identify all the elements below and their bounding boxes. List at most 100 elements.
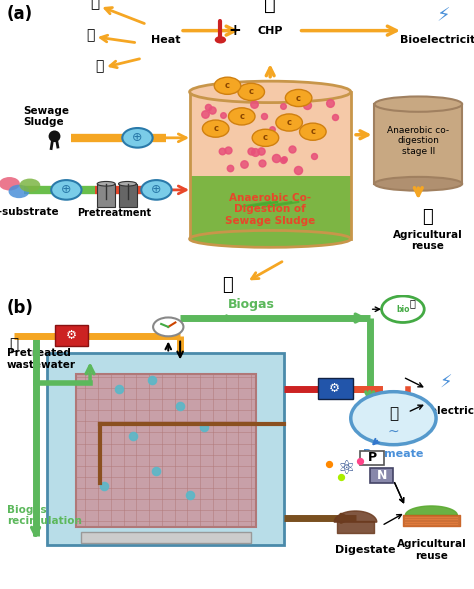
Text: 🏭: 🏭 xyxy=(264,0,276,14)
Circle shape xyxy=(382,296,424,322)
Bar xyxy=(190,92,351,177)
Polygon shape xyxy=(405,506,457,515)
Circle shape xyxy=(252,129,279,147)
Text: 🏡: 🏡 xyxy=(86,28,94,42)
Bar xyxy=(190,176,351,239)
Ellipse shape xyxy=(118,181,137,186)
Bar xyxy=(97,184,115,207)
Point xyxy=(331,112,338,121)
Text: Agricultural
reuse: Agricultural reuse xyxy=(393,230,463,252)
Point xyxy=(326,98,334,108)
Point xyxy=(310,151,318,161)
Point xyxy=(337,472,345,482)
Point xyxy=(294,165,301,174)
Circle shape xyxy=(276,114,302,131)
Point xyxy=(268,125,276,134)
Circle shape xyxy=(51,180,82,200)
Point xyxy=(224,145,232,154)
Text: c: c xyxy=(249,87,254,97)
Text: Permeate: Permeate xyxy=(363,449,424,459)
Text: 🌿: 🌿 xyxy=(410,299,415,308)
Point xyxy=(257,146,265,155)
Text: ⚡: ⚡ xyxy=(439,374,452,392)
Point xyxy=(250,100,257,109)
Text: Sewage
Sludge: Sewage Sludge xyxy=(24,105,70,127)
Text: Co-substrate: Co-substrate xyxy=(0,207,59,217)
Text: N: N xyxy=(376,469,387,482)
Text: ⚛: ⚛ xyxy=(337,459,355,478)
Text: Pretreated
wastewater: Pretreated wastewater xyxy=(7,349,76,370)
Text: c: c xyxy=(296,94,301,102)
Point xyxy=(240,160,248,169)
Text: Bioelectricity: Bioelectricity xyxy=(411,406,474,416)
Point xyxy=(326,459,333,469)
Bar xyxy=(318,378,353,399)
Point xyxy=(186,490,193,499)
Text: ⚙: ⚙ xyxy=(65,329,77,342)
Point xyxy=(208,105,215,115)
Text: 🌾: 🌾 xyxy=(222,276,233,294)
Bar xyxy=(360,451,384,465)
Circle shape xyxy=(141,180,172,200)
Circle shape xyxy=(214,77,241,94)
Point xyxy=(252,147,259,157)
Circle shape xyxy=(19,178,40,192)
Text: (b): (b) xyxy=(7,299,34,317)
Point xyxy=(201,109,209,118)
Ellipse shape xyxy=(190,230,351,247)
Text: c: c xyxy=(310,127,315,136)
Text: Biogas
recirculation: Biogas recirculation xyxy=(7,505,82,526)
Text: c: c xyxy=(239,112,244,121)
Circle shape xyxy=(285,90,312,107)
Bar xyxy=(118,184,137,207)
Bar xyxy=(370,468,393,483)
Point xyxy=(219,146,226,155)
Text: Digestate: Digestate xyxy=(335,545,395,555)
Text: Anaerobic co-
digestion
stage II: Anaerobic co- digestion stage II xyxy=(387,126,449,155)
Text: P: P xyxy=(367,451,377,465)
Point xyxy=(100,481,108,491)
Circle shape xyxy=(202,120,229,137)
Point xyxy=(303,100,310,110)
Point xyxy=(176,402,184,411)
Text: Agricultural
reuse: Agricultural reuse xyxy=(396,539,466,561)
Bar xyxy=(81,532,251,543)
Point xyxy=(205,102,212,112)
Text: Pretreatment: Pretreatment xyxy=(77,209,151,219)
Text: ⊕: ⊕ xyxy=(61,183,72,196)
Text: bio: bio xyxy=(396,305,410,314)
Ellipse shape xyxy=(97,181,115,186)
Text: ⊕: ⊕ xyxy=(151,183,162,196)
Ellipse shape xyxy=(374,97,462,112)
Point xyxy=(258,158,266,167)
Point xyxy=(273,154,280,163)
Point xyxy=(356,456,364,465)
Circle shape xyxy=(0,177,20,190)
Point xyxy=(200,422,208,432)
Ellipse shape xyxy=(190,81,351,102)
Point xyxy=(281,154,288,164)
Text: Bioelectricity: Bioelectricity xyxy=(400,35,474,45)
Text: ~: ~ xyxy=(388,425,399,438)
Text: Heat: Heat xyxy=(151,35,181,45)
Circle shape xyxy=(122,128,153,148)
Text: ⚡: ⚡ xyxy=(436,6,450,25)
Text: ⚙: ⚙ xyxy=(328,382,340,395)
Point xyxy=(261,111,268,121)
Circle shape xyxy=(228,108,255,125)
Circle shape xyxy=(238,83,264,101)
Circle shape xyxy=(351,392,436,445)
Text: CHP: CHP xyxy=(257,26,283,36)
Text: c: c xyxy=(213,124,218,133)
Bar xyxy=(47,353,284,545)
Point xyxy=(115,384,122,393)
Text: c: c xyxy=(263,133,268,143)
Point xyxy=(226,163,234,173)
Point xyxy=(148,375,155,385)
Text: c: c xyxy=(287,118,292,127)
Text: 🏠: 🏠 xyxy=(90,0,100,11)
Circle shape xyxy=(300,123,326,140)
Point xyxy=(279,101,287,111)
Text: 🌊: 🌊 xyxy=(389,406,398,421)
Text: Anaerobic Co-
Digestion of
Sewage Sludge: Anaerobic Co- Digestion of Sewage Sludge xyxy=(225,193,315,226)
